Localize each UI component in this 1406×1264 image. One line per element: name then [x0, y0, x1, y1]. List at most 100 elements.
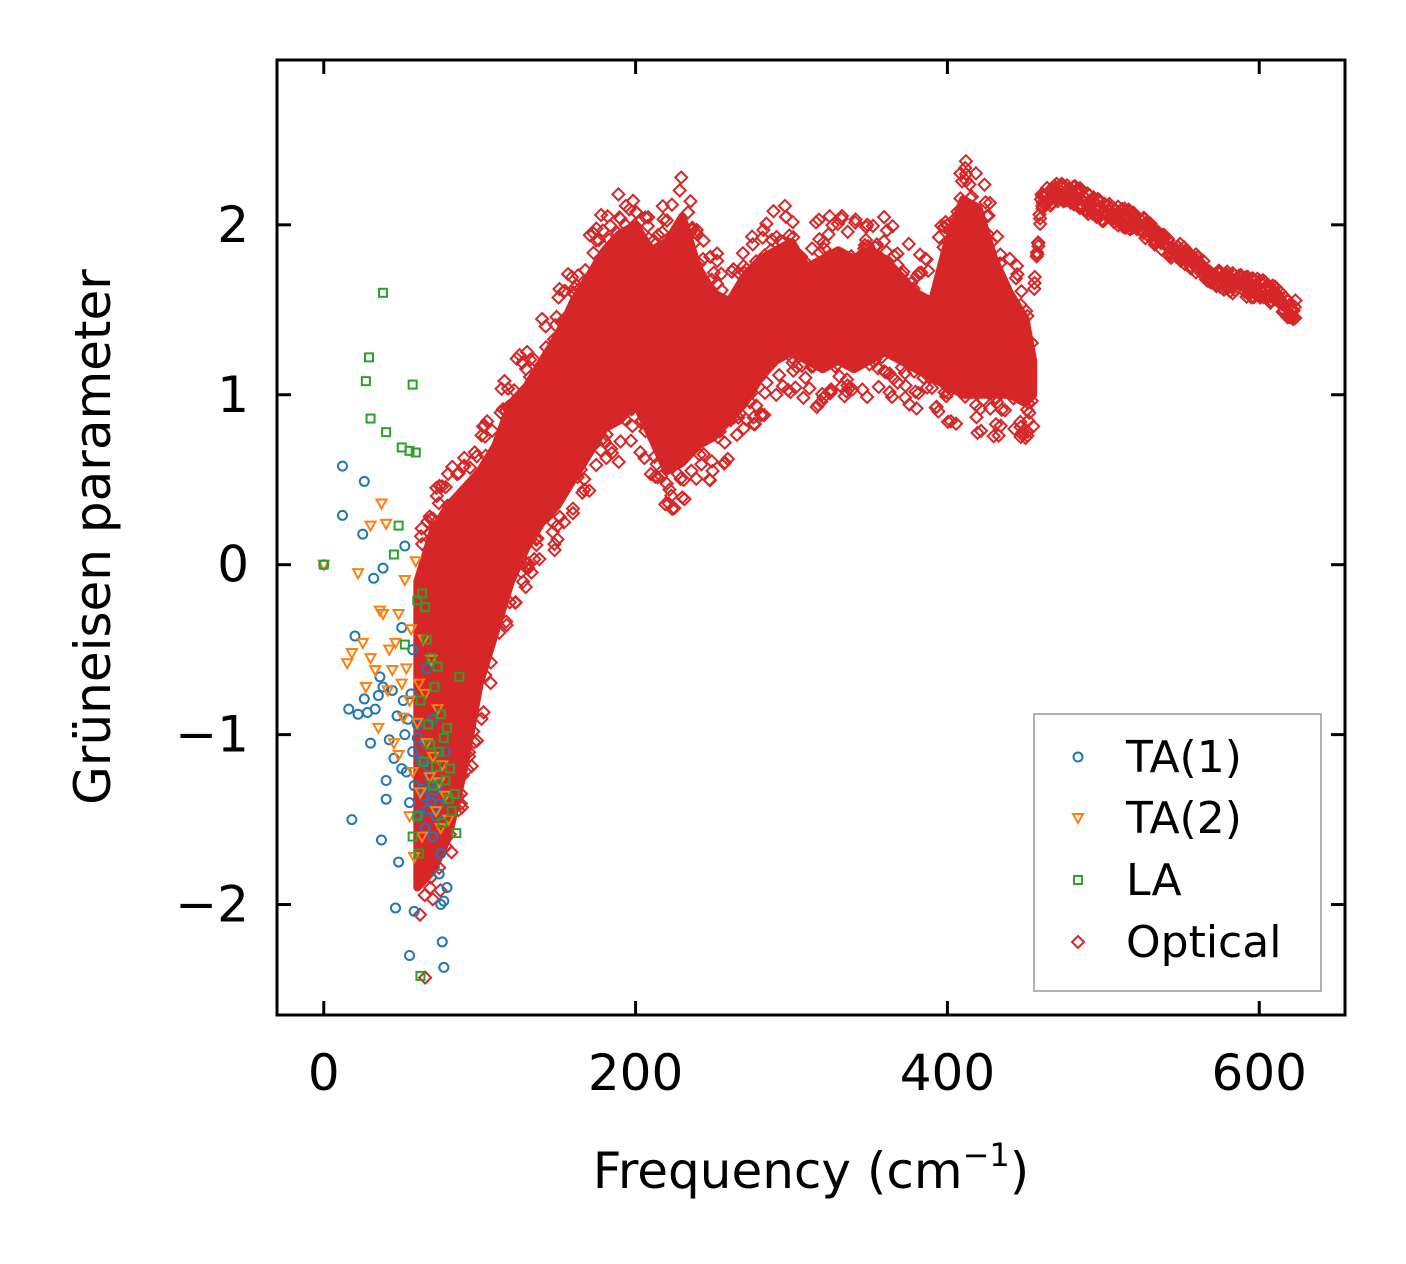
optical-point — [1009, 266, 1025, 282]
data-point — [405, 767, 420, 780]
y-tick-label: 0 — [217, 536, 249, 594]
data-point — [407, 831, 418, 842]
data-point — [404, 950, 416, 962]
data-point — [431, 761, 442, 772]
optical-point — [1282, 298, 1298, 313]
optical-point — [1006, 390, 1021, 406]
optical-point — [884, 389, 900, 405]
optical-point — [908, 384, 923, 400]
data-point — [356, 637, 370, 650]
optical-point — [834, 211, 849, 227]
optical-point — [638, 423, 653, 439]
optical-point — [456, 450, 472, 466]
data-point — [413, 787, 428, 800]
optical-point — [890, 246, 905, 262]
data-point — [349, 630, 361, 642]
data-point — [399, 540, 411, 552]
optical-point — [871, 379, 887, 395]
data-point — [380, 774, 392, 786]
optical-point — [997, 402, 1013, 418]
optical-point — [570, 267, 586, 283]
optical-point — [572, 281, 588, 296]
optical-point — [1027, 275, 1042, 291]
optical-point — [737, 327, 753, 343]
optical-point — [778, 209, 794, 225]
optical-point — [676, 472, 692, 488]
optical-point — [1064, 186, 1080, 202]
data-point — [388, 637, 403, 650]
optical-point — [638, 209, 653, 225]
data-point — [427, 780, 438, 791]
optical-point — [1080, 197, 1096, 212]
optical-point — [874, 349, 890, 365]
data-point — [371, 722, 386, 735]
data-point — [433, 868, 445, 880]
optical-point — [812, 245, 828, 260]
data-point — [357, 528, 369, 540]
optical-point — [834, 208, 850, 224]
optical-point — [653, 468, 669, 484]
optical-point — [417, 887, 433, 903]
optical-point — [444, 844, 459, 860]
legend-marker — [1072, 751, 1084, 763]
optical-point — [673, 471, 688, 487]
optical-point — [971, 302, 987, 318]
optical-point — [942, 224, 958, 239]
optical-point — [617, 411, 633, 427]
data-point — [346, 814, 358, 826]
data-point — [409, 556, 423, 569]
optical-point — [827, 359, 843, 374]
optical-point — [1049, 183, 1064, 199]
optical-point — [909, 401, 924, 416]
optical-point — [588, 221, 604, 236]
data-point — [402, 811, 417, 824]
optical-point — [425, 859, 441, 875]
data-point — [429, 682, 440, 693]
optical-point — [1032, 216, 1048, 232]
optical-point — [968, 165, 984, 181]
data-point — [358, 693, 370, 705]
optical-point — [838, 383, 854, 399]
optical-point — [986, 428, 1002, 444]
data-point — [404, 624, 418, 637]
optical-point — [467, 445, 483, 460]
data-point — [437, 817, 448, 828]
optical-point — [650, 469, 666, 485]
optical-point — [586, 245, 601, 261]
data-point — [363, 653, 378, 666]
data-point — [380, 793, 392, 805]
legend-label: Optical — [1126, 917, 1281, 968]
data-point — [407, 644, 419, 656]
data-point — [391, 750, 406, 763]
optical-point — [916, 370, 931, 386]
optical-point — [602, 218, 618, 234]
optical-point — [1111, 208, 1127, 224]
data-point — [438, 895, 450, 907]
optical-point — [547, 542, 562, 558]
optical-point — [865, 218, 881, 234]
optical-point — [856, 241, 872, 256]
data-point — [378, 287, 389, 298]
optical-point — [830, 302, 846, 318]
optical-point — [529, 537, 544, 553]
optical-point — [757, 248, 772, 263]
data-point — [438, 790, 453, 803]
optical-point — [898, 378, 914, 394]
optical-point — [1244, 271, 1260, 286]
optical-point — [550, 404, 566, 420]
optical-point — [702, 472, 717, 488]
optical-point — [551, 290, 566, 305]
data-point — [420, 602, 431, 613]
optical-point — [677, 491, 692, 507]
optical-point — [460, 761, 475, 777]
y-tick-label: 1 — [217, 366, 249, 424]
data-point — [416, 588, 427, 599]
data-point — [443, 794, 454, 805]
optical-point — [722, 412, 738, 428]
optical-point — [768, 302, 784, 318]
optical-point — [940, 310, 955, 326]
optical-point — [1236, 278, 1252, 294]
optical-point — [464, 650, 480, 666]
optical-point — [759, 375, 774, 391]
optical-point — [797, 254, 813, 270]
